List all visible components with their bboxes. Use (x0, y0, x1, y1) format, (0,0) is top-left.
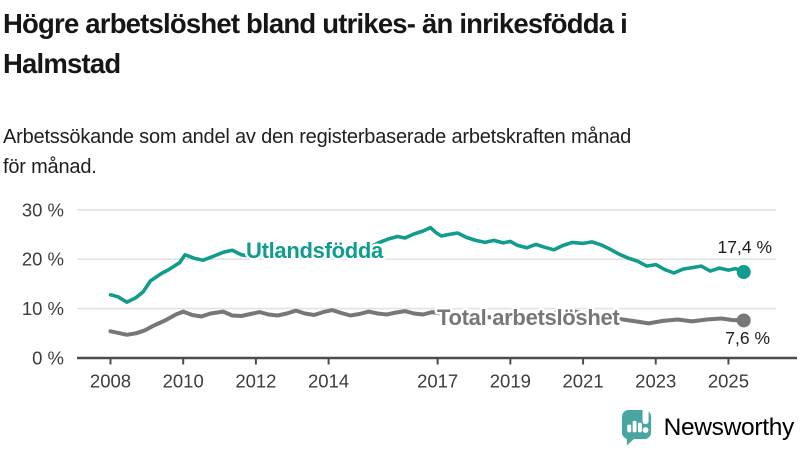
y-axis-tick-label: 0 % (32, 348, 64, 369)
newsworthy-logo: Newsworthy (620, 408, 794, 447)
series-inline-label: Utlandsfödda (246, 238, 384, 263)
logo-wordmark: Newsworthy (663, 413, 795, 441)
title-line-2: Halmstad (3, 48, 121, 79)
end-value-label: 7,6 % (725, 328, 770, 348)
series-line (108, 225, 746, 304)
series-end-dot (736, 265, 751, 280)
x-axis-tick-label: 2014 (308, 371, 349, 392)
bar-chart-speech-bubble-icon (621, 408, 651, 446)
chart-subtitle: Arbetssökande som andel av den registerb… (3, 122, 795, 182)
x-axis-tick-label: 2008 (90, 371, 131, 392)
series-line (108, 308, 746, 337)
x-axis-tick-label: 2010 (163, 371, 204, 392)
subtitle-line-1: Arbetssökande som andel av den registerb… (3, 126, 632, 148)
subtitle-line-2: för månad. (3, 156, 97, 178)
series-end-dot (736, 313, 751, 328)
end-value-label: 17,4 % (718, 237, 772, 257)
x-axis-tick-label: 2025 (708, 371, 749, 392)
x-axis-tick-label: 2021 (562, 371, 603, 392)
page-title: Högre arbetslöshet bland utrikes- än inr… (3, 4, 797, 84)
y-axis-tick-label: 30 % (22, 199, 64, 220)
logo-exclamation-dot (642, 427, 649, 433)
title-line-1: Högre arbetslöshet bland utrikes- än inr… (3, 8, 628, 39)
series-inline-label: Total arbetslöshet (437, 305, 620, 330)
y-axis-tick-label: 20 % (22, 249, 64, 270)
x-axis-tick-label: 2017 (417, 371, 458, 392)
x-axis-tick-label: 2019 (490, 371, 531, 392)
logo-exclamation-stem (642, 408, 649, 425)
logo-bubble-tail (626, 436, 637, 446)
y-axis-tick-label: 10 % (22, 298, 64, 319)
x-axis-tick-label: 2012 (235, 371, 276, 392)
x-axis-tick-label: 2023 (635, 371, 676, 392)
